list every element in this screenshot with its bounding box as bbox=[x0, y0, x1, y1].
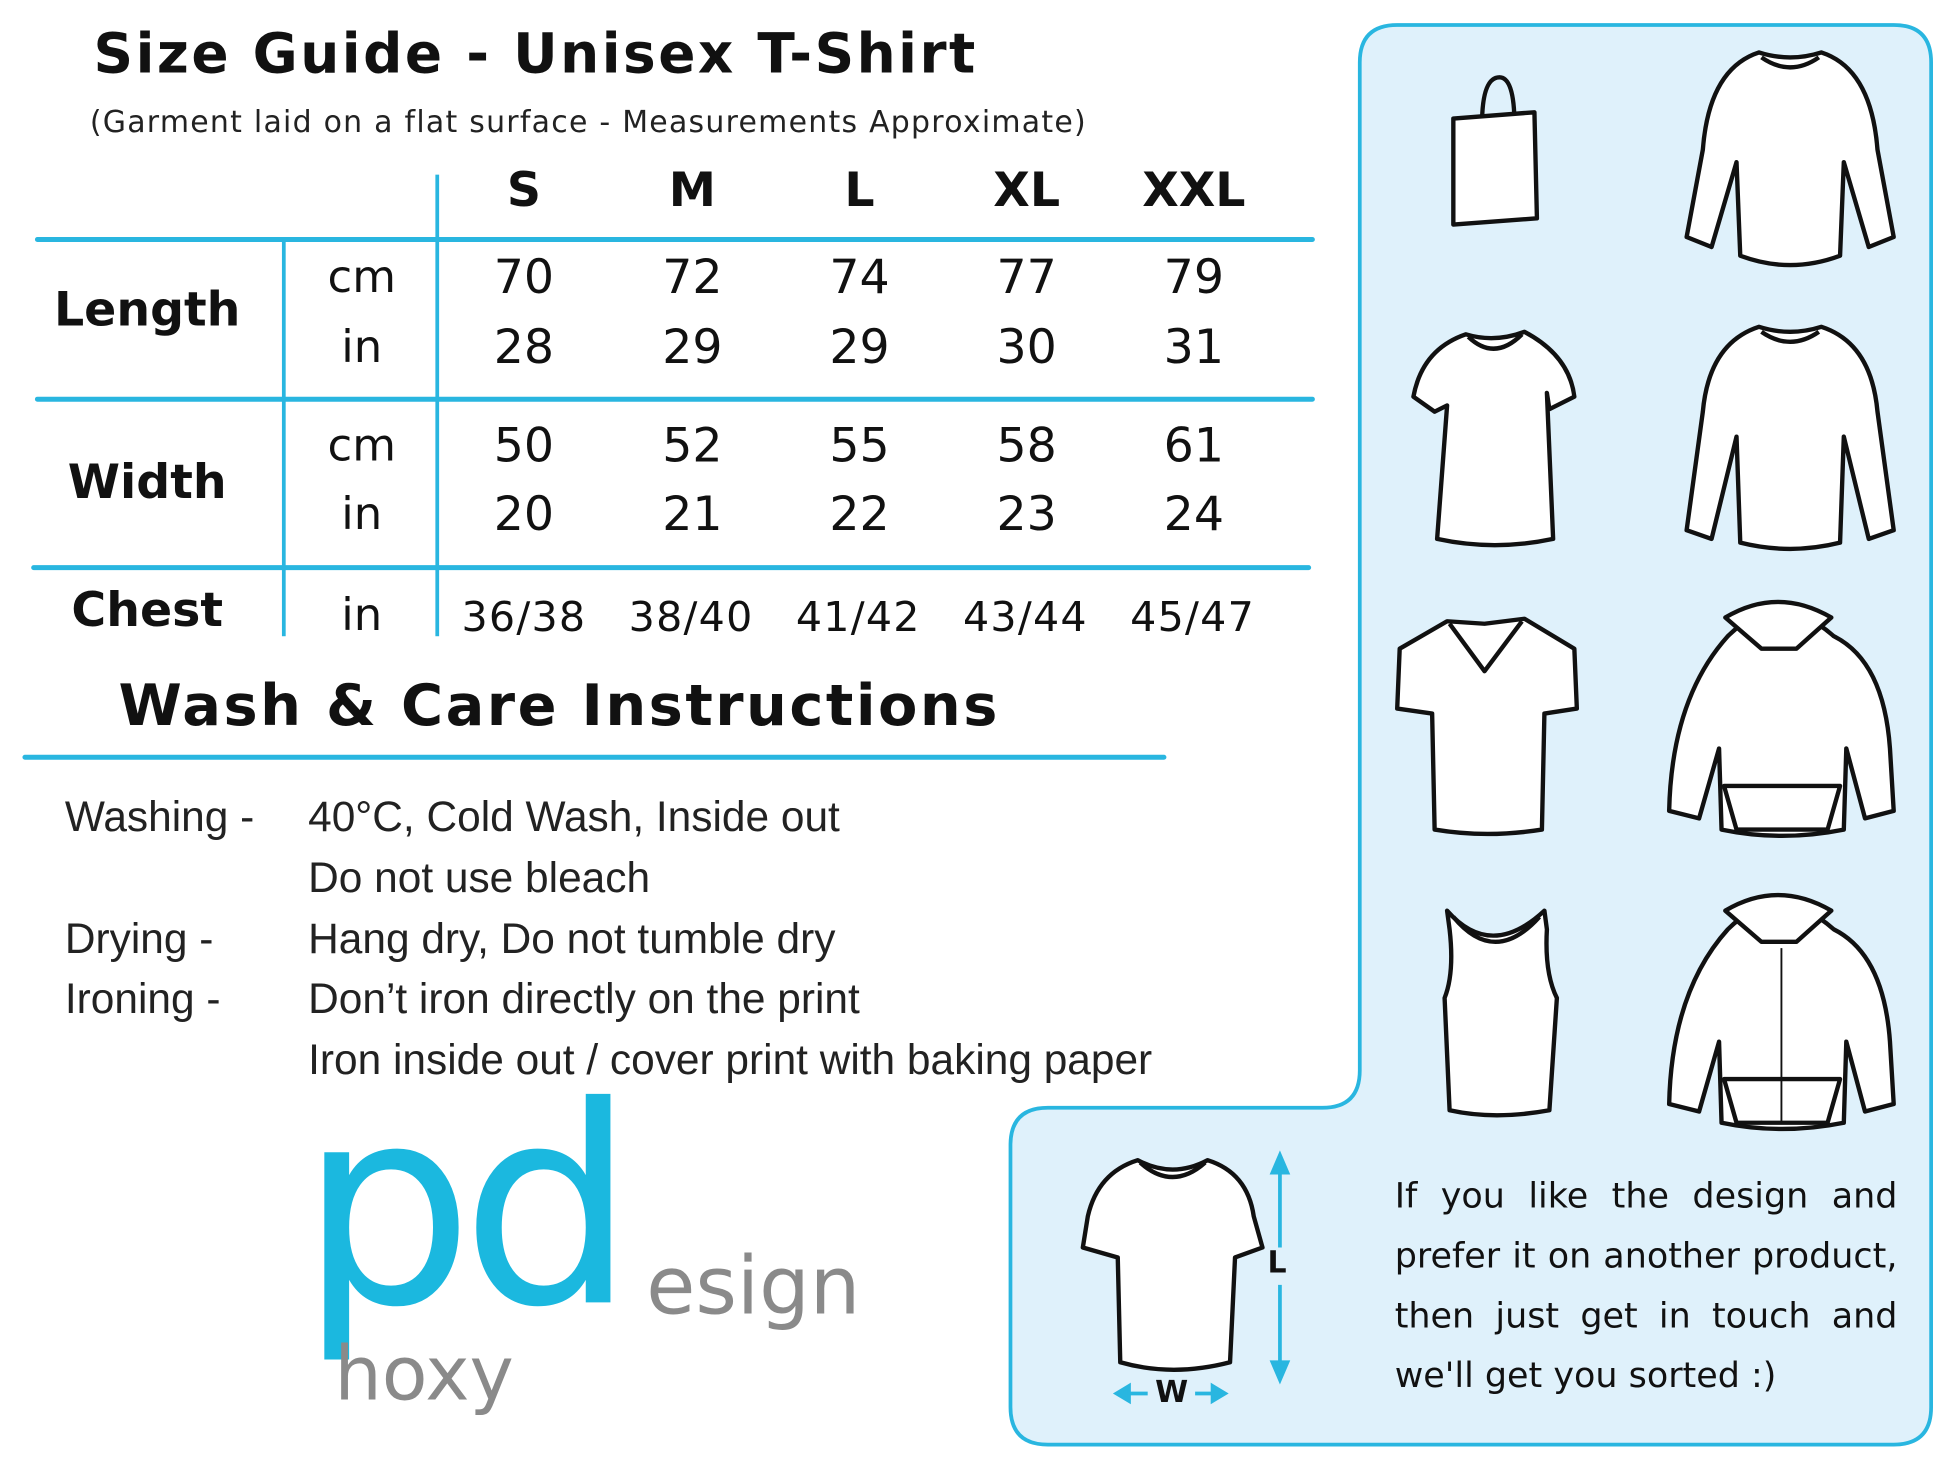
care-value: Do not use bleach bbox=[308, 854, 651, 902]
tote-bag-icon bbox=[1451, 75, 1540, 227]
table-cell: 77 bbox=[996, 249, 1057, 305]
page-title: Size Guide - Unisex T-Shirt bbox=[93, 22, 978, 87]
size-header-xl: XL bbox=[993, 162, 1061, 218]
logo-pd: pd bbox=[299, 1047, 635, 1368]
womens-tee-icon bbox=[1411, 329, 1577, 548]
row-label-chest: Chest bbox=[71, 582, 223, 638]
unit-label: in bbox=[341, 590, 383, 642]
table-cell: 29 bbox=[662, 319, 723, 375]
care-label: Drying - bbox=[64, 915, 214, 964]
row-label-width: Width bbox=[67, 454, 227, 509]
note-line: prefer it on another product, bbox=[1394, 1235, 1898, 1277]
table-cell: 29 bbox=[829, 319, 890, 375]
table-cell: 61 bbox=[1163, 417, 1225, 473]
note-line: then just get in touch and bbox=[1394, 1294, 1898, 1337]
table-cell: 52 bbox=[662, 417, 723, 473]
sweatshirt-icon bbox=[1684, 324, 1896, 552]
care-value: Hang dry, Do not tumble dry bbox=[308, 915, 836, 964]
size-header-m: M bbox=[668, 162, 716, 218]
width-label: W bbox=[1155, 1374, 1189, 1410]
table-cell: 43/44 bbox=[962, 592, 1088, 642]
contact-note: If you like the design and prefer it on … bbox=[1395, 1166, 1898, 1406]
table-cell: 45/47 bbox=[1130, 592, 1256, 642]
table-cell: 74 bbox=[829, 249, 890, 305]
table-cell: 72 bbox=[662, 249, 723, 305]
table-cell: 21 bbox=[662, 486, 723, 542]
table-cell: 50 bbox=[493, 417, 555, 473]
table-cell: 24 bbox=[1163, 486, 1225, 542]
measurement-tee-icon bbox=[1080, 1157, 1265, 1372]
care-value: Iron inside out / cover print with bakin… bbox=[308, 1036, 1153, 1085]
note-line: If you like the design and bbox=[1394, 1175, 1898, 1217]
table-cell: 28 bbox=[493, 319, 555, 375]
care-value: Don’t iron directly on the print bbox=[308, 975, 860, 1023]
table-cell: 55 bbox=[829, 417, 890, 473]
zip-hoodie-icon bbox=[1666, 893, 1896, 1132]
unit-label: in bbox=[341, 321, 383, 374]
unit-label: cm bbox=[327, 420, 397, 472]
care-label: Washing - bbox=[64, 793, 255, 841]
table-cell: 30 bbox=[996, 319, 1057, 375]
table-divider bbox=[34, 396, 1315, 402]
hoodie-icon bbox=[1666, 599, 1896, 839]
table-cell: 20 bbox=[493, 486, 555, 542]
size-header-xxl: XXL bbox=[1142, 162, 1246, 218]
care-divider bbox=[22, 754, 1167, 760]
table-cell: 22 bbox=[829, 486, 890, 542]
size-header-s: S bbox=[506, 162, 542, 218]
table-cell: 70 bbox=[493, 249, 555, 305]
table-cell: 38/40 bbox=[628, 592, 754, 642]
unit-label: cm bbox=[327, 251, 397, 304]
table-cell: 36/38 bbox=[461, 592, 587, 642]
tank-top-icon bbox=[1442, 908, 1560, 1118]
table-divider bbox=[435, 174, 440, 637]
unit-label: in bbox=[341, 489, 383, 541]
length-label: L bbox=[1267, 1245, 1287, 1280]
logo-hoxy: hoxy bbox=[334, 1331, 514, 1419]
page-subtitle: (Garment laid on a flat surface - Measur… bbox=[89, 104, 1087, 140]
size-header-l: L bbox=[844, 162, 875, 218]
table-divider bbox=[34, 237, 1315, 243]
table-cell: 41/42 bbox=[795, 592, 921, 642]
measurement-arrows bbox=[1112, 1150, 1291, 1405]
v-neck-tee-icon bbox=[1395, 616, 1580, 837]
table-cell: 31 bbox=[1163, 319, 1225, 375]
long-sleeve-tee-icon bbox=[1684, 50, 1896, 268]
care-label: Ironing - bbox=[64, 975, 221, 1023]
care-heading: Wash & Care Instructions bbox=[118, 671, 1000, 739]
note-line: we'll get you sorted :) bbox=[1394, 1354, 1777, 1396]
table-cell: 23 bbox=[996, 486, 1057, 542]
table-divider bbox=[31, 565, 1312, 571]
care-value: 40°C, Cold Wash, Inside out bbox=[308, 793, 840, 841]
table-cell: 79 bbox=[1163, 249, 1225, 305]
row-label-length: Length bbox=[53, 281, 241, 337]
logo-esign: esign bbox=[646, 1241, 861, 1334]
table-divider bbox=[281, 239, 286, 637]
table-cell: 58 bbox=[996, 417, 1057, 473]
